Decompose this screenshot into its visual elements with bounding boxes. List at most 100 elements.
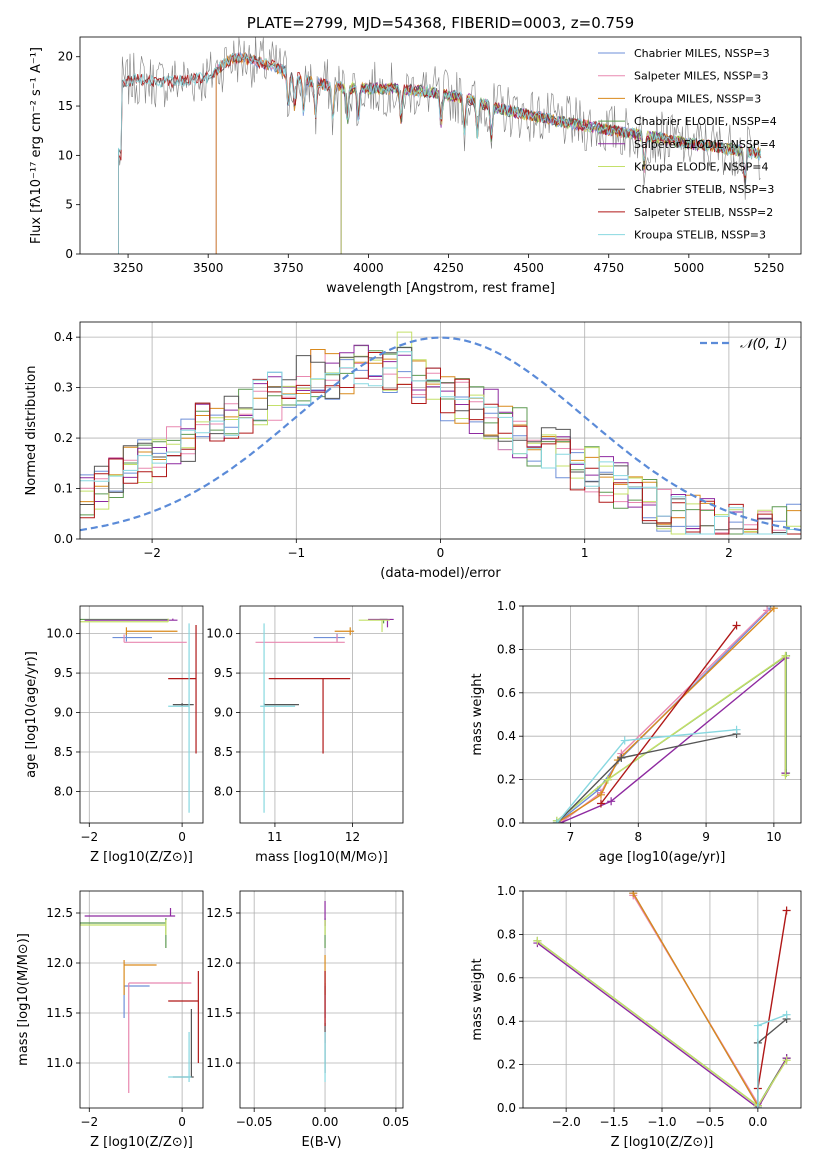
y-tick-label: 12.0	[206, 956, 233, 970]
y-axis-label: mass [log10(M/M⊙)]	[16, 933, 31, 1066]
histogram-kroupa-stelib	[80, 351, 801, 535]
errorbar-kroupa-elodie	[80, 618, 169, 623]
errorbar-chabrier-miles	[112, 633, 152, 642]
plot-area	[80, 908, 199, 1093]
errorbar-chabrier-miles	[313, 633, 345, 642]
legend-entry: 𝒩(0, 1)	[740, 337, 787, 352]
series-line	[600, 625, 738, 804]
series-line	[757, 910, 788, 1089]
series-line	[632, 892, 759, 1107]
errorbar-salpeter-miles	[123, 634, 187, 643]
x-tick-label: 7	[567, 830, 575, 844]
errorbar-kroupa-elodie	[80, 920, 167, 935]
axes-frame	[239, 605, 404, 824]
y-tick-label: 1.0	[497, 599, 516, 613]
y-tick-label: 0.4	[497, 1014, 516, 1028]
panel-mass-vs-Z: −2 0 11.0 11.5 12.0 12.5 Z [log10(Z/Z⊙)] mass […	[16, 890, 204, 1150]
errorbar-kroupa-stelib	[168, 1032, 192, 1082]
data-point	[617, 753, 626, 762]
axes: −2 −1 0 1 2 0.0 0.1 0.2 0.3 0.4	[54, 330, 733, 560]
panel-age-vs-mass: 11 12 8.0 8.5 9.0 9.5 10.0 mass [log10(M/M⊙)]	[206, 605, 404, 865]
x-axis-label: Z [log10(Z/Z⊙)]	[90, 1135, 193, 1150]
y-tick-label: 12.0	[46, 956, 73, 970]
errorbar-salpeter-stelib	[168, 624, 197, 754]
x-tick-label: −2	[80, 1115, 98, 1129]
plot-area	[80, 331, 801, 535]
y-tick-label: 20	[58, 50, 73, 64]
errorbar-salpeter-stelib	[268, 677, 351, 754]
errorbar-kroupa-miles	[125, 627, 178, 636]
observed-spectrum	[118, 37, 761, 254]
y-tick-label: 9.5	[214, 666, 233, 680]
x-axis-label: mass [log10(M/M⊙)]	[255, 850, 388, 865]
errorbar-salpeter-elodie	[84, 618, 178, 621]
errorbar-kroupa-miles	[334, 627, 355, 636]
histogram-kroupa-miles	[80, 349, 801, 535]
errorbar-kroupa-miles	[123, 960, 157, 995]
data-point	[629, 891, 638, 898]
y-tick-label: 9.0	[54, 706, 73, 720]
legend: 𝒩(0, 1)	[700, 337, 787, 352]
series-line	[556, 733, 737, 823]
y-tick-label: 0.2	[54, 431, 73, 445]
x-tick-label: 4500	[513, 261, 544, 275]
errorbar-chabrier-stelib	[263, 703, 299, 706]
x-tick-label: −0.5	[695, 1115, 724, 1129]
data-point	[596, 790, 605, 799]
panel-spectrum: 3250 3500 3750 4000 4250 4500 4750 5000 5250 0 5 10…	[29, 36, 802, 296]
legend-entry: Chabrier MILES, NSSP=3	[634, 47, 770, 60]
y-tick-label: 12.5	[46, 906, 73, 920]
y-tick-label: 0	[65, 247, 73, 261]
errorbar-salpeter-miles	[255, 634, 345, 643]
x-axis-label: Z [log10(Z/Z⊙)]	[611, 1135, 714, 1150]
data-point	[607, 797, 616, 806]
y-tick-label: 12.5	[206, 906, 233, 920]
x-tick-label: 8	[634, 830, 642, 844]
y-tick-label: 8.5	[54, 745, 73, 759]
x-tick-label: 5250	[754, 261, 785, 275]
x-tick-label: 4750	[593, 261, 624, 275]
x-tick-label: 3500	[193, 261, 224, 275]
data-point	[552, 819, 561, 823]
legend: Chabrier MILES, NSSP=3 Salpeter MILES, NS…	[598, 47, 777, 242]
series-kroupa-stelib	[552, 725, 741, 823]
x-tick-label: 9	[702, 830, 710, 844]
x-tick-label: 11	[267, 830, 282, 844]
axes: −0.05 0.00 0.05 11.0 11.5 12.0 12.5	[206, 906, 409, 1129]
y-tick-label: 11.5	[46, 1006, 73, 1020]
data-point	[533, 936, 542, 945]
x-axis-label: age [log10(age/yr)]	[599, 850, 726, 865]
y-tick-label: 8.0	[54, 784, 73, 798]
axes: −2.0 −1.5 −1.0 −0.5 0.0 0.0 0.2 0.4 0.6 0.8 1.0	[497, 884, 768, 1129]
data-point	[781, 771, 790, 780]
errorbar-kroupa-elodie	[358, 619, 390, 633]
panel-residuals: −2 −1 0 1 2 0.0 0.1 0.2 0.3 0.4 (data-model)/error…	[24, 321, 802, 581]
x-tick-label: −2.0	[552, 1115, 581, 1129]
y-tick-label: 10.0	[46, 627, 73, 641]
y-tick-label: 0.4	[54, 330, 73, 344]
x-tick-label: −1.5	[599, 1115, 628, 1129]
y-axis-label: age [log10(age/yr)]	[24, 651, 39, 778]
axes: −2 0 8.0 8.5 9.0 9.5 10.0	[46, 627, 186, 844]
x-tick-label: 0	[178, 830, 186, 844]
data-point	[769, 606, 778, 613]
data-point	[763, 606, 772, 615]
legend-entry: Kroupa MILES, NSSP=3	[634, 92, 761, 105]
axes: 11 12 8.0 8.5 9.0 9.5 10.0	[206, 627, 360, 844]
errorbar-salpeter-stelib	[168, 971, 199, 1063]
x-tick-label: 10	[766, 830, 781, 844]
series-kroupa-stelib	[753, 1010, 791, 1108]
y-tick-label: 0.2	[497, 1058, 516, 1072]
data-point	[732, 621, 741, 630]
legend-entry: Chabrier ELODIE, NSSP=4	[634, 115, 777, 128]
y-tick-label: 0.0	[497, 1101, 516, 1115]
y-tick-label: 10.0	[206, 627, 233, 641]
x-tick-label: 0.05	[383, 1115, 410, 1129]
data-point	[782, 1056, 791, 1065]
panel-age-vs-Z: −2 0 8.0 8.5 9.0 9.5 10.0 Z [log10(Z/Z⊙)] age [l…	[24, 605, 204, 865]
y-tick-label: 9.0	[214, 706, 233, 720]
x-tick-label: −2	[80, 830, 98, 844]
x-tick-label: 4000	[353, 261, 384, 275]
x-axis-label: E(B-V)	[301, 1135, 341, 1150]
axes-frame	[522, 890, 802, 1109]
